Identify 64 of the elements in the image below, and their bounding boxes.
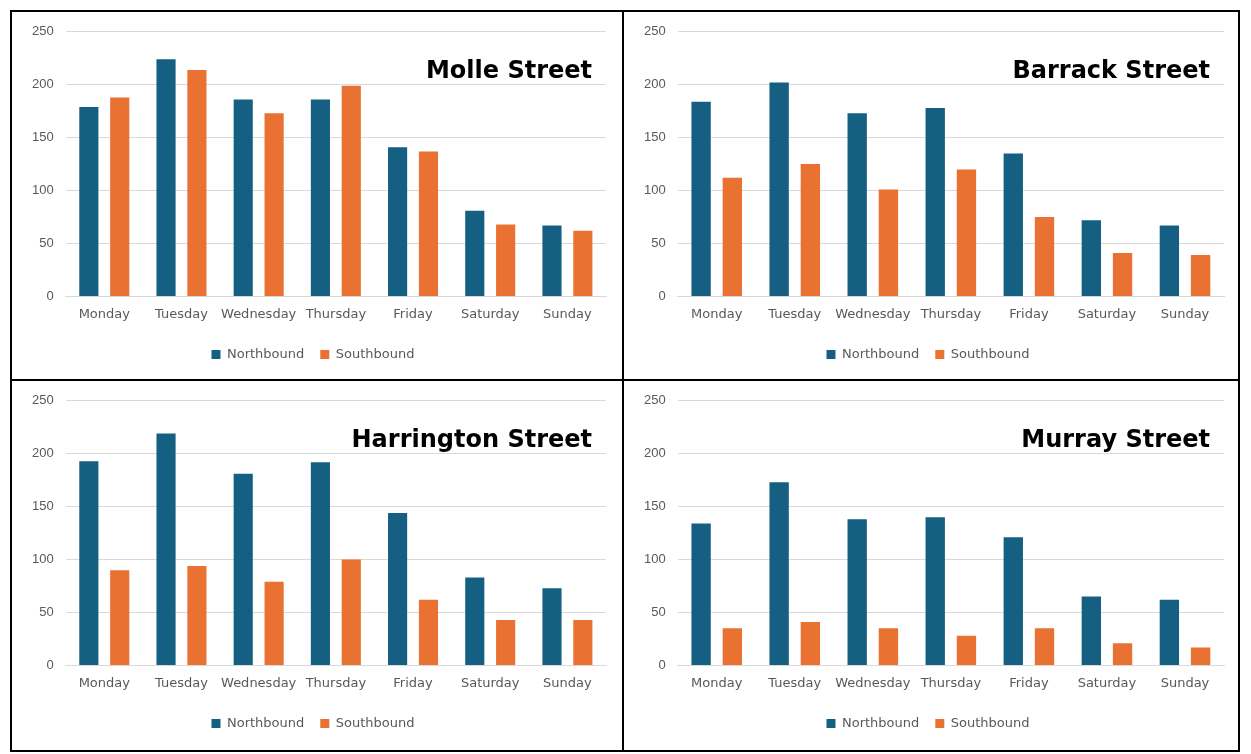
x-tick-label: Thursday	[919, 674, 982, 690]
legend-label: Southbound	[335, 345, 415, 361]
x-tick-label: Monday	[691, 674, 743, 690]
y-tick-label: 150	[643, 129, 666, 145]
x-tick-label: Thursday	[304, 305, 367, 321]
y-tick-label: 200	[31, 76, 54, 92]
x-tick-label: Wednesday	[221, 305, 297, 321]
y-tick-label: 0	[46, 656, 54, 672]
y-tick-label: 100	[31, 551, 54, 567]
y-tick-label: 150	[643, 498, 666, 514]
text: Barrack Street	[1012, 56, 1210, 85]
y-tick-label: 200	[643, 76, 666, 92]
text: Murray Street	[1021, 425, 1210, 454]
x-tick-label: Wednesday	[835, 305, 911, 321]
x-tick-label: Saturday	[1077, 305, 1137, 321]
y-tick-label: 0	[46, 287, 54, 303]
x-tick-label: Monday	[78, 674, 131, 690]
x-tick-label: Saturday	[460, 674, 520, 690]
x-tick-label: Saturday	[1077, 674, 1137, 690]
x-tick-label: Friday	[393, 305, 434, 321]
y-tick-label: 0	[658, 656, 666, 672]
y-tick-label: 250	[31, 392, 54, 408]
y-tick-label: 50	[39, 604, 54, 620]
legend-label: Northbound	[226, 714, 305, 730]
x-tick-label: Saturday	[460, 305, 520, 321]
text: Harrington Street	[351, 425, 592, 454]
legend-label: Southbound	[335, 714, 415, 730]
x-tick-label: Tuesday	[767, 674, 822, 690]
x-tick-label: Thursday	[304, 674, 367, 690]
y-tick-label: 100	[643, 182, 666, 198]
x-tick-label: Tuesday	[154, 674, 209, 690]
x-tick-label: Tuesday	[154, 305, 209, 321]
y-tick-label: 150	[31, 498, 54, 514]
y-tick-label: 250	[643, 392, 666, 408]
x-tick-label: Sunday	[1160, 305, 1210, 321]
x-tick-label: Sunday	[543, 305, 593, 321]
y-tick-label: 50	[39, 235, 54, 251]
y-tick-label: 50	[651, 235, 666, 251]
legend-label: Southbound	[950, 714, 1030, 730]
legend-label: Northbound	[841, 345, 920, 361]
y-tick-label: 150	[31, 129, 54, 145]
x-tick-label: Tuesday	[767, 305, 822, 321]
x-tick-label: Sunday	[1160, 674, 1210, 690]
x-tick-label: Sunday	[543, 674, 593, 690]
legend-label: Northbound	[841, 714, 920, 730]
y-tick-label: 250	[643, 23, 666, 39]
x-tick-label: Monday	[78, 305, 131, 321]
text: Molle Street	[425, 56, 592, 85]
y-tick-label: 0	[658, 287, 666, 303]
legend-label: Northbound	[226, 345, 305, 361]
y-tick-label: 50	[651, 604, 666, 620]
legend-label: Southbound	[950, 345, 1030, 361]
x-tick-label: Thursday	[919, 305, 982, 321]
x-tick-label: Friday	[1009, 305, 1049, 321]
y-tick-label: 200	[31, 445, 54, 461]
x-tick-label: Monday	[691, 305, 743, 321]
x-tick-label: Wednesday	[221, 674, 297, 690]
y-tick-label: 100	[643, 551, 666, 567]
y-tick-label: 250	[31, 23, 54, 39]
y-tick-label: 200	[643, 445, 666, 461]
x-tick-label: Friday	[1009, 674, 1049, 690]
x-tick-label: Friday	[393, 674, 434, 690]
x-tick-label: Wednesday	[835, 674, 911, 690]
y-tick-label: 100	[31, 182, 54, 198]
